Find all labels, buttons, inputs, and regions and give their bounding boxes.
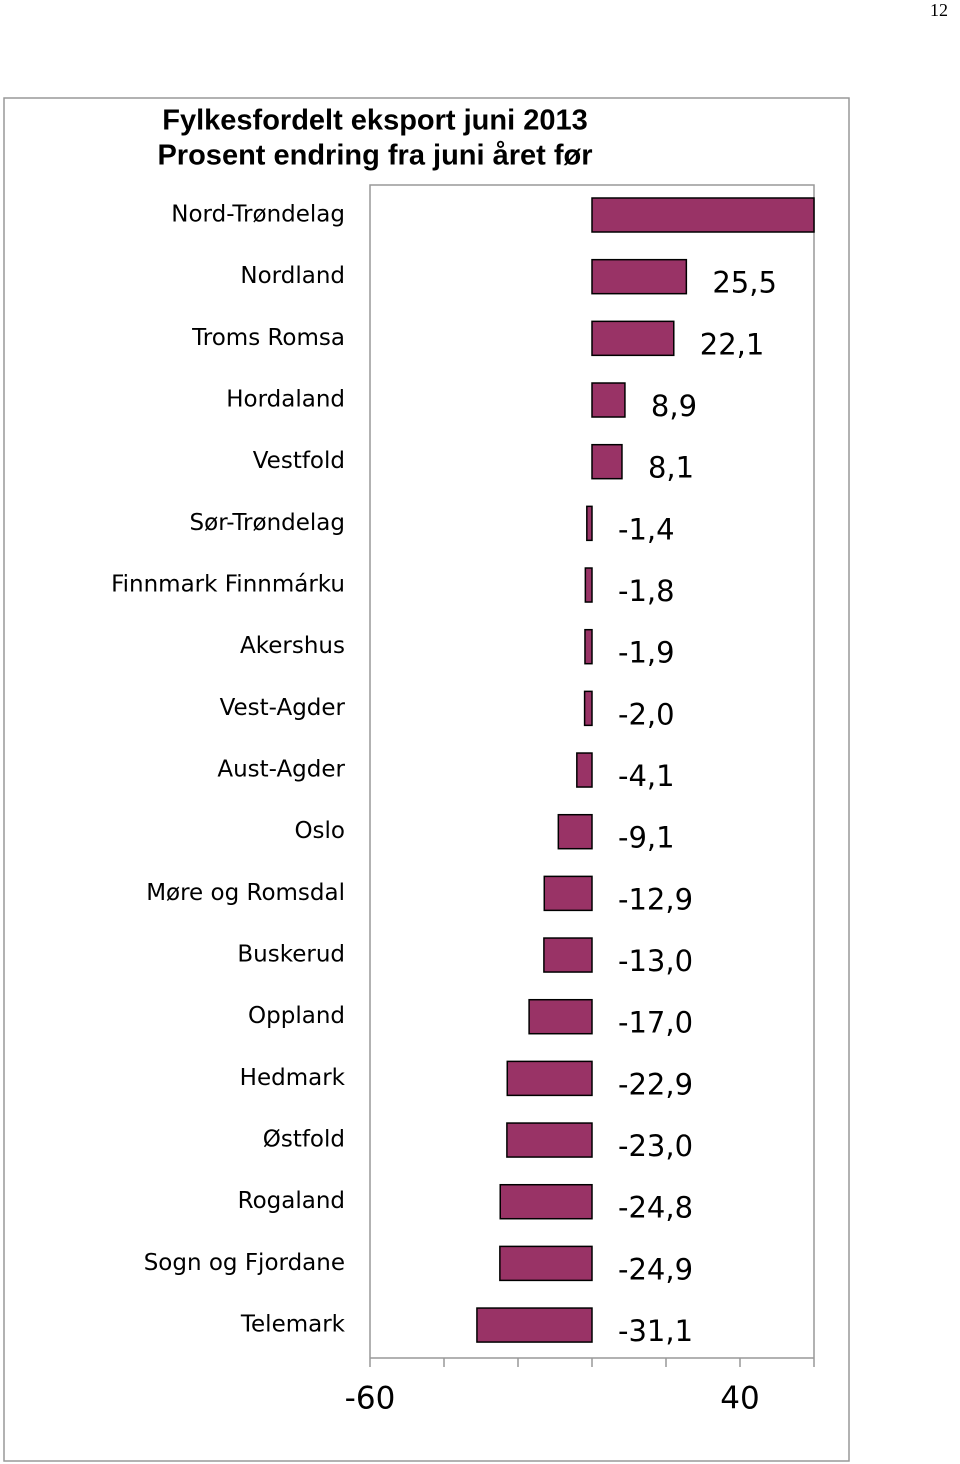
data-label: -4,1 bbox=[618, 759, 675, 793]
bar bbox=[506, 1122, 593, 1158]
bar bbox=[576, 752, 593, 788]
category-label: Nordland bbox=[240, 263, 345, 289]
data-label: 22,1 bbox=[700, 327, 765, 361]
bar bbox=[591, 443, 623, 480]
data-label: -24,9 bbox=[618, 1252, 693, 1286]
data-label: -23,0 bbox=[618, 1129, 693, 1163]
bar bbox=[591, 258, 688, 295]
category-label: Oppland bbox=[248, 1003, 345, 1029]
x-tick-label: -60 bbox=[345, 1381, 396, 1417]
bar bbox=[543, 937, 593, 973]
bar bbox=[586, 505, 593, 542]
category-label: Telemark bbox=[240, 1312, 346, 1338]
bar bbox=[557, 813, 593, 850]
bar bbox=[499, 1183, 593, 1220]
data-label: -13,0 bbox=[618, 944, 693, 978]
data-label: 8,9 bbox=[651, 389, 697, 423]
data-label: 8,1 bbox=[648, 451, 694, 485]
bar bbox=[528, 998, 593, 1035]
category-label: Nord-Trøndelag bbox=[171, 202, 345, 228]
bar bbox=[476, 1307, 593, 1343]
category-label: Rogaland bbox=[238, 1188, 345, 1214]
plot-frame bbox=[369, 184, 815, 1358]
bar bbox=[584, 567, 593, 603]
bar bbox=[583, 690, 593, 727]
bar bbox=[591, 197, 815, 233]
data-label: -12,9 bbox=[618, 882, 693, 916]
chart-title: Fylkesfordelt eksport juni 2013 bbox=[162, 105, 587, 137]
bar bbox=[591, 320, 675, 357]
data-label: -1,9 bbox=[618, 636, 675, 670]
category-label: Møre og Romsdal bbox=[146, 880, 345, 906]
data-label: -1,8 bbox=[618, 574, 675, 608]
category-label: Hedmark bbox=[240, 1065, 346, 1091]
data-label: -24,8 bbox=[618, 1191, 693, 1225]
category-label: Østfold bbox=[263, 1127, 345, 1153]
category-label: Hordaland bbox=[226, 387, 345, 413]
bar bbox=[591, 382, 626, 418]
category-label: Oslo bbox=[294, 818, 345, 844]
data-label: -1,4 bbox=[618, 512, 675, 546]
page-number: 12 bbox=[930, 0, 948, 20]
bar bbox=[506, 1060, 593, 1097]
data-label: 25,5 bbox=[712, 266, 777, 300]
data-label: -17,0 bbox=[618, 1006, 693, 1040]
bar bbox=[543, 875, 593, 912]
data-label: -2,0 bbox=[618, 697, 675, 731]
category-label: Finnmark Finnmárku bbox=[111, 572, 345, 598]
category-label: Sogn og Fjordane bbox=[144, 1250, 345, 1276]
category-label: Vestfold bbox=[253, 448, 345, 474]
category-label: Buskerud bbox=[237, 942, 345, 968]
category-label: Aust-Agder bbox=[217, 757, 345, 783]
bar bbox=[499, 1245, 593, 1282]
data-label: -22,9 bbox=[618, 1067, 693, 1101]
data-label: -31,1 bbox=[618, 1314, 693, 1348]
chart-frame bbox=[3, 97, 850, 1462]
category-label: Vest-Agder bbox=[220, 695, 346, 721]
bar bbox=[584, 628, 593, 665]
category-label: Troms Romsa bbox=[191, 325, 345, 351]
category-label: Sør-Trøndelag bbox=[190, 510, 345, 536]
data-label: -9,1 bbox=[618, 821, 675, 855]
category-label: Akershus bbox=[240, 633, 345, 659]
x-tick-label: 40 bbox=[720, 1381, 759, 1417]
chart-subtitle: Prosent endring fra juni året før bbox=[157, 140, 592, 172]
